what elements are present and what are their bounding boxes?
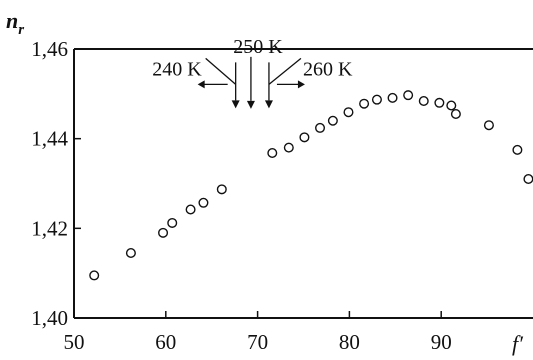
plot-frame: [73, 48, 533, 319]
x-tick-label: 90: [431, 330, 452, 354]
annotation-label: 250 K: [233, 36, 283, 58]
data-point: [450, 109, 461, 120]
data-point: [216, 184, 227, 195]
axis-ticks: [73, 48, 442, 319]
data-point: [483, 120, 494, 131]
data-point: [283, 142, 294, 153]
y-axis-title-sub: r: [18, 22, 24, 38]
y-axis-title-main: n: [6, 8, 18, 33]
data-point: [167, 217, 178, 228]
data-point: [523, 174, 533, 185]
x-tick-label: 80: [339, 330, 360, 354]
arrow-head: [197, 80, 205, 89]
x-tick-label: 70: [247, 330, 268, 354]
data-point: [387, 92, 398, 103]
data-point: [185, 204, 196, 215]
data-point: [315, 122, 326, 133]
y-tick-label: 1,40: [31, 306, 68, 330]
arrow-head: [246, 100, 255, 109]
annotation-leader: [205, 57, 237, 85]
data-point: [418, 96, 429, 107]
data-point: [89, 270, 100, 281]
data-points: [89, 90, 533, 281]
x-axis-title: f′: [512, 331, 524, 356]
data-point: [434, 97, 445, 108]
annotation-label: 240 K: [152, 58, 202, 80]
arrow-head: [231, 100, 240, 109]
data-point: [299, 132, 310, 143]
temperature-annotations: 240 K 250 K 260 K: [152, 36, 353, 109]
x-tick-label: 60: [155, 330, 176, 354]
data-point: [267, 148, 278, 159]
data-point: [343, 107, 354, 118]
annotation-leader: [268, 57, 302, 85]
x-tick-label: 50: [64, 330, 85, 354]
data-point: [512, 144, 523, 155]
data-point: [198, 197, 209, 208]
data-point: [446, 100, 457, 111]
y-tick-label: 1,42: [31, 216, 68, 240]
data-point: [327, 115, 338, 126]
y-tick-label: 1,44: [31, 127, 68, 151]
data-point: [403, 90, 414, 101]
data-point: [371, 94, 382, 105]
data-point: [125, 247, 136, 258]
data-point: [158, 227, 169, 238]
y-tick-label: 1,46: [31, 37, 68, 61]
axis-tick-labels: 50 60 70 80 90 1,40 1,42 1,44 1,46: [31, 37, 451, 354]
data-point: [359, 98, 370, 109]
arrow-head: [297, 80, 305, 89]
arrow-head: [264, 100, 273, 109]
annotation-label: 260 K: [303, 58, 353, 80]
y-axis-title: nr: [6, 8, 24, 38]
